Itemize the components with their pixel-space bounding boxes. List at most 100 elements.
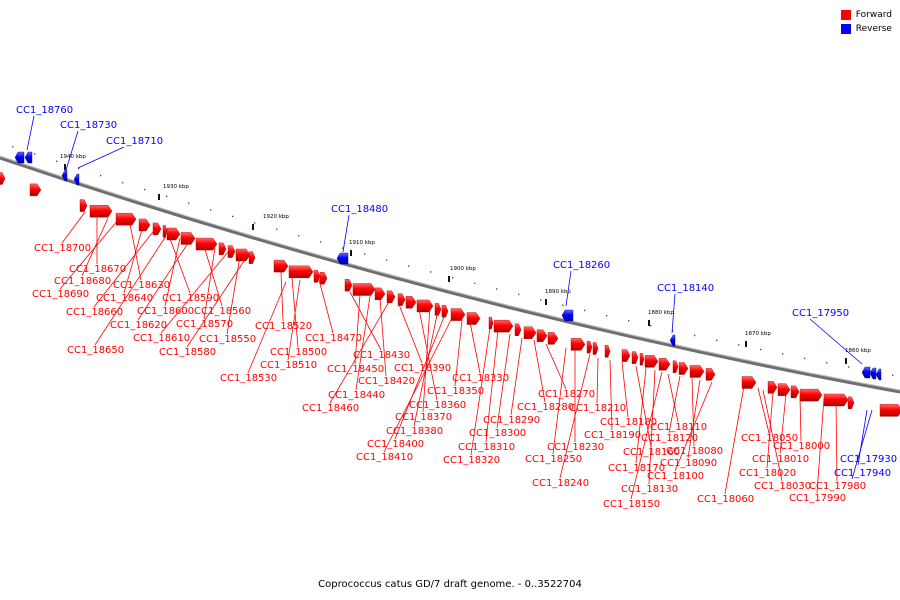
forward-gene-arrow[interactable] [450, 308, 466, 321]
reverse-gene-arrow[interactable] [561, 309, 574, 322]
forward-gene-label[interactable]: CC1_18350 [427, 386, 484, 397]
forward-gene-label[interactable]: CC1_18240 [532, 478, 589, 489]
forward-gene-arrow[interactable] [0, 172, 6, 185]
forward-gene-label[interactable]: CC1_18270 [538, 389, 595, 400]
forward-gene-label[interactable]: CC1_18320 [443, 455, 500, 466]
forward-gene-label[interactable]: CC1_18510 [260, 360, 317, 371]
forward-gene-label[interactable]: CC1_18600 [137, 306, 194, 317]
forward-gene-arrow[interactable] [434, 303, 442, 316]
forward-gene-arrow[interactable] [644, 355, 659, 368]
forward-gene-arrow[interactable] [586, 340, 593, 354]
forward-gene-label[interactable]: CC1_18400 [367, 439, 424, 450]
forward-gene-label[interactable]: CC1_18280 [517, 402, 574, 413]
forward-gene-label[interactable]: CC1_18550 [199, 334, 256, 345]
forward-gene-arrow[interactable] [592, 342, 599, 355]
forward-gene-label[interactable]: CC1_18380 [386, 426, 443, 437]
forward-gene-arrow[interactable] [631, 351, 639, 364]
forward-gene-label[interactable]: CC1_18080 [666, 446, 723, 457]
forward-gene-label[interactable]: CC1_18520 [255, 321, 312, 332]
forward-gene-label[interactable]: CC1_18050 [741, 433, 798, 444]
reverse-gene-label[interactable]: CC1_17950 [792, 308, 849, 319]
reverse-gene-arrow[interactable] [61, 169, 68, 182]
forward-gene-arrow[interactable] [227, 245, 236, 258]
forward-gene-label[interactable]: CC1_18030 [754, 481, 811, 492]
forward-gene-label[interactable]: CC1_18410 [356, 452, 413, 463]
forward-gene-arrow[interactable] [319, 272, 328, 285]
forward-gene-arrow[interactable] [288, 265, 314, 279]
forward-gene-label[interactable]: CC1_18500 [270, 347, 327, 358]
forward-gene-label[interactable]: CC1_18130 [621, 484, 678, 495]
forward-gene-label[interactable]: CC1_18000 [773, 441, 830, 452]
forward-gene-label[interactable]: CC1_18430 [353, 350, 410, 361]
forward-gene-arrow[interactable] [352, 283, 376, 296]
reverse-gene-label[interactable]: CC1_18760 [16, 105, 73, 116]
forward-gene-label[interactable]: CC1_18060 [697, 494, 754, 505]
forward-gene-arrow[interactable] [89, 205, 113, 218]
forward-gene-arrow[interactable] [879, 404, 900, 417]
forward-gene-arrow[interactable] [678, 362, 689, 375]
forward-gene-label[interactable]: CC1_18660 [66, 307, 123, 318]
forward-gene-label[interactable]: CC1_18360 [409, 400, 466, 411]
forward-gene-arrow[interactable] [152, 222, 162, 236]
reverse-gene-label[interactable]: CC1_18710 [106, 136, 163, 147]
forward-gene-arrow[interactable] [741, 376, 757, 389]
gene-arrows[interactable] [0, 151, 900, 417]
forward-gene-arrow[interactable] [166, 227, 181, 241]
forward-gene-arrow[interactable] [138, 218, 151, 232]
forward-gene-arrow[interactable] [405, 296, 417, 309]
forward-gene-arrow[interactable] [115, 212, 137, 226]
reverse-gene-label[interactable]: CC1_18730 [60, 120, 117, 131]
forward-gene-label[interactable]: CC1_18150 [603, 499, 660, 510]
reverse-gene-label[interactable]: CC1_18480 [331, 204, 388, 215]
forward-gene-arrow[interactable] [823, 393, 849, 407]
reverse-gene-arrow[interactable] [669, 334, 676, 347]
forward-gene-arrow[interactable] [658, 358, 671, 371]
forward-gene-label[interactable]: CC1_18460 [302, 403, 359, 414]
forward-gene-label[interactable]: CC1_18160 [623, 447, 680, 458]
forward-gene-arrow[interactable] [790, 385, 800, 399]
forward-gene-label[interactable]: CC1_18250 [525, 454, 582, 465]
reverse-gene-arrow[interactable] [336, 252, 349, 265]
forward-gene-label[interactable]: CC1_18180 [600, 417, 657, 428]
forward-gene-arrow[interactable] [273, 259, 289, 273]
forward-gene-label[interactable]: CC1_17980 [809, 481, 866, 492]
forward-gene-label[interactable]: CC1_18650 [67, 345, 124, 356]
forward-gene-arrow[interactable] [777, 383, 791, 396]
forward-gene-label[interactable]: CC1_18640 [96, 293, 153, 304]
forward-gene-arrow[interactable] [344, 279, 353, 292]
forward-gene-label[interactable]: CC1_18230 [547, 442, 604, 453]
reverse-gene-label[interactable]: CC1_18140 [657, 283, 714, 294]
forward-gene-label[interactable]: CC1_18120 [641, 433, 698, 444]
forward-gene-arrow[interactable] [416, 299, 434, 313]
forward-gene-arrow[interactable] [218, 242, 227, 256]
forward-gene-arrow[interactable] [488, 316, 494, 330]
reverse-gene-label[interactable]: CC1_18260 [553, 260, 610, 271]
forward-gene-arrow[interactable] [248, 251, 256, 264]
forward-gene-label[interactable]: CC1_18090 [660, 458, 717, 469]
forward-gene-arrow[interactable] [493, 319, 514, 333]
forward-gene-arrow[interactable] [536, 329, 548, 342]
forward-gene-arrow[interactable] [767, 381, 778, 394]
reverse-gene-arrow[interactable] [875, 368, 882, 381]
forward-gene-arrow[interactable] [523, 326, 537, 339]
forward-gene-label[interactable]: CC1_17990 [789, 493, 846, 504]
forward-gene-arrow[interactable] [29, 183, 42, 197]
forward-gene-label[interactable]: CC1_18190 [584, 430, 641, 441]
forward-gene-label[interactable]: CC1_18560 [194, 306, 251, 317]
forward-gene-label[interactable]: CC1_18370 [395, 412, 452, 423]
forward-gene-label[interactable]: CC1_18020 [739, 468, 796, 479]
forward-gene-label[interactable]: CC1_18310 [458, 442, 515, 453]
forward-gene-arrow[interactable] [604, 345, 611, 358]
forward-gene-arrow[interactable] [235, 248, 251, 262]
forward-gene-arrow[interactable] [570, 338, 586, 351]
gene-labels[interactable]: CC1_18760 CC1_18730 CC1_18710 CC1_18480 CC1_… [16, 105, 897, 510]
reverse-gene-label[interactable]: CC1_17940 [834, 468, 891, 479]
forward-gene-label[interactable]: CC1_18680 [54, 276, 111, 287]
forward-gene-label[interactable]: CC1_18210 [569, 403, 626, 414]
forward-gene-arrow[interactable] [441, 304, 449, 318]
reverse-gene-arrow[interactable] [14, 151, 25, 164]
forward-gene-arrow[interactable] [621, 349, 631, 362]
forward-gene-arrow[interactable] [386, 290, 396, 304]
forward-gene-label[interactable]: CC1_18530 [220, 373, 277, 384]
forward-gene-arrow[interactable] [705, 368, 716, 381]
